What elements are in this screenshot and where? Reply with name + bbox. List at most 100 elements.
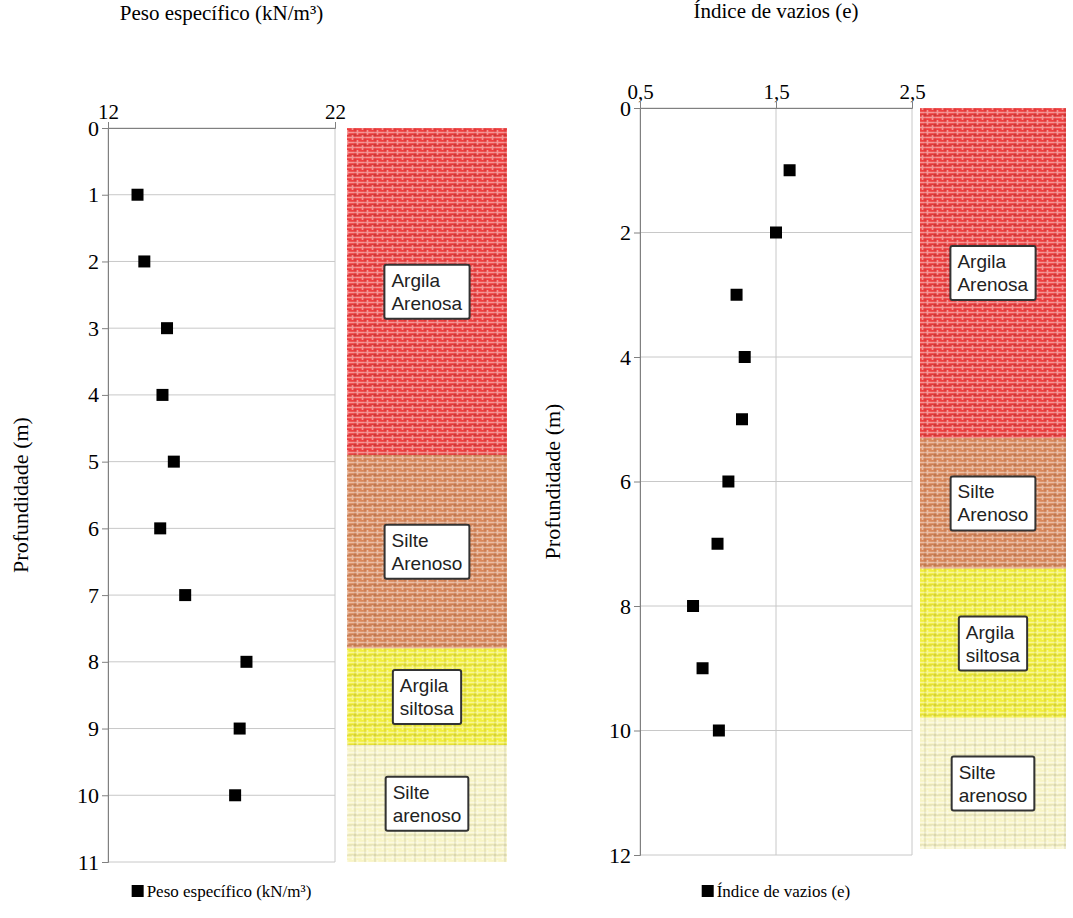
grid-line bbox=[776, 108, 777, 855]
tick-label: 5 bbox=[88, 449, 99, 474]
point bbox=[736, 413, 748, 425]
tick-label: 4 bbox=[620, 345, 631, 370]
point bbox=[154, 522, 166, 534]
layer-texture bbox=[920, 108, 1066, 438]
tick: 4 bbox=[620, 345, 640, 370]
point bbox=[161, 322, 173, 334]
layer bbox=[920, 438, 1066, 569]
panel: 0,51,52,5024681012Índice de vazios (e)Pr… bbox=[540, 0, 1066, 901]
x-axis: 12 22 bbox=[98, 100, 346, 129]
grid-line bbox=[108, 661, 335, 662]
tick: 2,5 bbox=[899, 80, 925, 108]
tick: 6 bbox=[88, 516, 108, 541]
tick-mark bbox=[634, 731, 640, 732]
layer-name: Argilasiltosa bbox=[966, 622, 1020, 666]
point bbox=[713, 725, 725, 737]
tick-label: 12 bbox=[98, 100, 119, 124]
layer-texture bbox=[347, 745, 507, 862]
point bbox=[739, 351, 751, 363]
legend: Peso específico (kN/m³) bbox=[132, 882, 312, 901]
y-axis-title: Profundidade (m) bbox=[8, 417, 33, 573]
legend-label: Peso específico (kN/m³) bbox=[147, 882, 312, 901]
x-axis-title: Peso específico (kN/m³) bbox=[120, 1, 323, 25]
label-box bbox=[386, 777, 469, 831]
tick-label: 1 bbox=[88, 182, 99, 207]
layer-label: SilteArenoso bbox=[951, 476, 1036, 530]
point bbox=[234, 723, 246, 735]
tick-mark bbox=[102, 195, 108, 196]
layer-name: SilteArenoso bbox=[958, 481, 1029, 525]
tick: 3 bbox=[88, 316, 108, 341]
point bbox=[770, 227, 782, 239]
marks bbox=[687, 164, 796, 736]
tick-label: 12 bbox=[609, 843, 631, 868]
grid-line bbox=[912, 108, 913, 855]
point bbox=[138, 255, 150, 267]
tick-label: 3 bbox=[88, 316, 99, 341]
strata-column: ArgilaArenosa SilteArenoso Argilasiltosa Si… bbox=[347, 128, 507, 862]
layer bbox=[920, 718, 1066, 849]
tick: 12 bbox=[98, 100, 119, 128]
grid-line bbox=[108, 394, 335, 395]
tick: 4 bbox=[88, 382, 108, 407]
legend-marker bbox=[132, 885, 144, 897]
figure: 122201234567891011Peso específico (kN/m³… bbox=[0, 0, 1073, 918]
layer-texture bbox=[920, 438, 1066, 569]
label-box bbox=[952, 757, 1035, 811]
point bbox=[240, 656, 252, 668]
tick-mark bbox=[634, 855, 640, 856]
label-box bbox=[959, 617, 1027, 671]
layer-texture bbox=[920, 569, 1066, 718]
tick: 10 bbox=[609, 718, 640, 743]
tick-mark bbox=[634, 482, 640, 483]
layer-texture bbox=[347, 128, 507, 455]
tick-mark bbox=[102, 528, 108, 529]
layer-label: Siltearenoso bbox=[952, 757, 1035, 811]
point bbox=[168, 456, 180, 468]
tick: 1 bbox=[88, 182, 108, 207]
legend-item: Índice de vazios (e) bbox=[702, 882, 851, 901]
grid-line bbox=[108, 528, 335, 529]
tick-mark bbox=[102, 328, 108, 329]
panel: 122201234567891011Peso específico (kN/m³… bbox=[8, 1, 507, 901]
tick: 2 bbox=[88, 249, 108, 274]
tick-mark bbox=[102, 662, 108, 663]
tick-label: 4 bbox=[88, 382, 99, 407]
x-axis: 0,51,52,5 bbox=[627, 80, 925, 109]
tick-mark bbox=[102, 729, 108, 730]
tick: 6 bbox=[620, 469, 640, 494]
y-axis-title: Profundidade (m) bbox=[540, 404, 565, 560]
layer-texture bbox=[347, 648, 507, 745]
tick-mark bbox=[102, 128, 108, 129]
layer-label: Argilasiltosa bbox=[393, 670, 461, 724]
axis-line bbox=[634, 109, 641, 856]
tick: 10 bbox=[77, 783, 108, 808]
layer-name: ArgilaArenosa bbox=[391, 270, 462, 314]
tick-label: 0 bbox=[88, 116, 99, 141]
label-box bbox=[951, 476, 1036, 530]
grid-line bbox=[108, 795, 335, 796]
layer-label: SilteArenoso bbox=[385, 525, 470, 579]
layer-label: Siltearenoso bbox=[386, 777, 469, 831]
point bbox=[712, 538, 724, 550]
layer bbox=[347, 648, 507, 745]
layer bbox=[920, 108, 1066, 438]
layer bbox=[347, 745, 507, 862]
legend-marker bbox=[702, 885, 714, 897]
label-box bbox=[393, 670, 461, 724]
grid-line bbox=[335, 128, 336, 862]
tick-label: 8 bbox=[88, 649, 99, 674]
tick-mark bbox=[102, 261, 108, 262]
legend-label: Índice de vazios (e) bbox=[717, 882, 851, 901]
layer-name: Siltearenoso bbox=[959, 762, 1028, 806]
tick: 12 bbox=[609, 843, 640, 868]
tick-label: 11 bbox=[78, 850, 99, 875]
point bbox=[687, 600, 699, 612]
tick-label: 2 bbox=[620, 220, 631, 245]
tick-label: 10 bbox=[609, 718, 631, 743]
tick: 22 bbox=[325, 100, 346, 128]
tick: 1,5 bbox=[763, 80, 789, 108]
tick: 8 bbox=[620, 594, 640, 619]
tick-label: 1,5 bbox=[763, 80, 789, 104]
point bbox=[229, 789, 241, 801]
